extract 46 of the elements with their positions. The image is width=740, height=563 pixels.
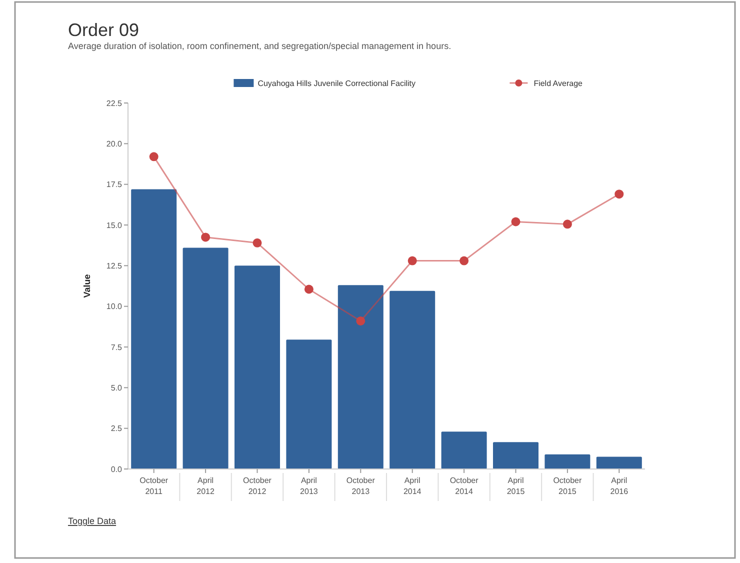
bar — [390, 290, 436, 469]
point — [252, 238, 262, 248]
x-tick-label: April 2013 — [300, 476, 318, 496]
x-tick-label: April 2012 — [196, 476, 215, 496]
point — [408, 256, 417, 266]
bar — [131, 189, 177, 469]
y-axis-title: Value — [82, 274, 92, 298]
y-tick-label: 15.0 — [106, 220, 123, 230]
bar — [441, 432, 487, 469]
x-tick-label: October 2012 — [243, 476, 272, 496]
y-tick-label: 22.5 — [106, 98, 123, 108]
legend-label: Cuyahoga Hills Juvenile Correctional Facility — [258, 78, 416, 88]
y-tick-label: 17.5 — [106, 180, 123, 190]
y-tick-label: 12.5 — [106, 261, 123, 270]
y-tick-label: 2.5 — [110, 424, 123, 434]
point — [201, 232, 210, 242]
y-tick-label: 20.0 — [106, 139, 123, 148]
bar — [182, 248, 228, 469]
point — [304, 284, 314, 294]
point — [562, 220, 572, 229]
x-tick-label: October 2011 — [140, 476, 168, 496]
point — [356, 316, 366, 326]
bar — [234, 266, 280, 469]
x-tick-label: October 2014 — [450, 476, 479, 496]
point — [460, 256, 469, 266]
legend-label: Field Average — [534, 78, 584, 88]
y-tick-label: 0.0 — [110, 464, 123, 474]
bar — [493, 442, 538, 469]
x-tick-label: October 2013 — [346, 476, 376, 496]
text: Toggle Data — [68, 516, 116, 526]
chart-subtitle: Average duration of isolation, room confinement, and segregation/special management in hours. — [68, 41, 452, 51]
y-tick-label: 7.5 — [110, 342, 123, 352]
point — [511, 217, 520, 226]
y-tick-label: 10.0 — [106, 302, 123, 312]
bar — [338, 285, 384, 469]
point — [614, 190, 624, 199]
bar — [596, 456, 642, 469]
bar — [544, 454, 590, 469]
point — [149, 152, 158, 162]
y-tick-label: 5.0 — [110, 383, 123, 392]
x-tick-label: April 2015 — [506, 476, 526, 496]
chart-title: Order 09 — [68, 20, 140, 40]
x-tick-label: October 2015 — [553, 476, 582, 496]
x-tick-label: April 2014 — [403, 476, 422, 496]
bar — [286, 340, 332, 469]
x-tick-label: April 2016 — [610, 476, 629, 496]
